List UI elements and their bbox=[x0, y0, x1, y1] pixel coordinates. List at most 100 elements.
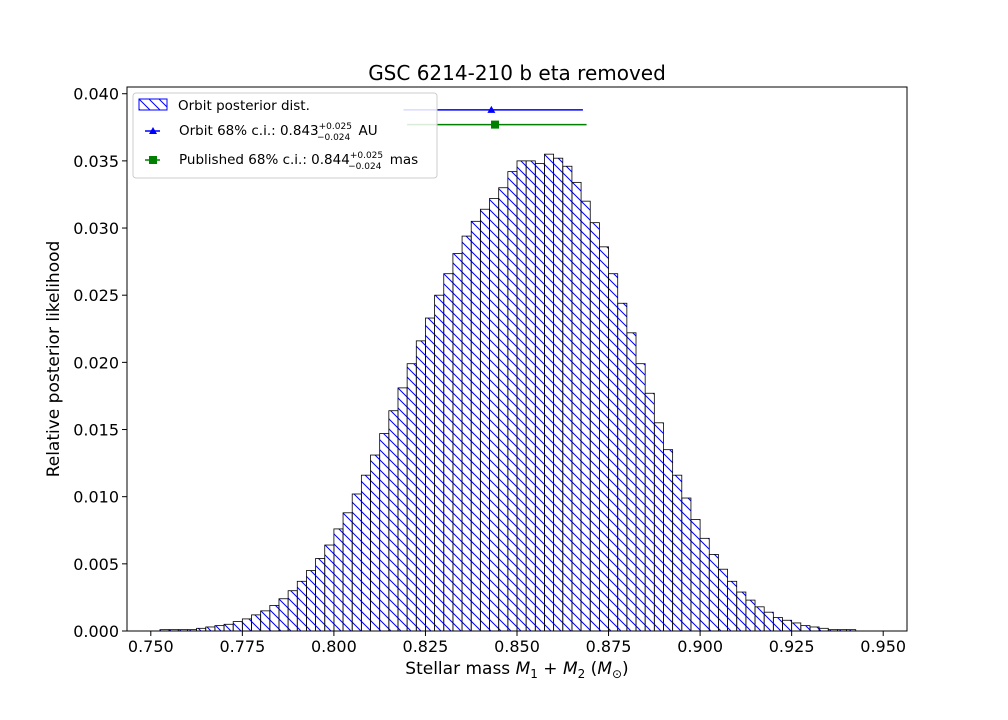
histogram-bar bbox=[791, 622, 802, 631]
histogram-bar bbox=[745, 599, 756, 631]
legend-label-published: Published 68% c.i.: 0.844+0.025 −0.024 ma… bbox=[179, 151, 418, 172]
y-axis-ticks: 0.000 0.005 0.010 0.015 0.020 0.025 0.030 0.035… bbox=[73, 85, 127, 641]
histogram-bar bbox=[534, 163, 545, 631]
legend: Orbit posterior dist. Orbit 68% c.i.: 0.… bbox=[132, 92, 438, 179]
histogram-bar bbox=[846, 629, 857, 631]
histogram-bar bbox=[489, 198, 500, 631]
square-marker-icon bbox=[149, 156, 157, 164]
histogram-bar bbox=[736, 591, 747, 631]
histogram-bar bbox=[406, 363, 417, 631]
histogram-bar bbox=[498, 187, 509, 631]
y-tick-label: 0.015 bbox=[73, 421, 119, 440]
legend-frame bbox=[132, 92, 438, 179]
y-tick-label: 0.020 bbox=[73, 353, 119, 372]
x-tick-label: 0.850 bbox=[494, 637, 540, 656]
histogram-bar bbox=[370, 454, 381, 631]
histogram-bar bbox=[681, 497, 692, 631]
y-tick-label: 0.040 bbox=[73, 85, 119, 104]
histogram-bar bbox=[507, 171, 518, 631]
histogram-bar bbox=[251, 614, 262, 631]
histogram-bar bbox=[644, 392, 655, 631]
histogram-bar bbox=[617, 302, 628, 631]
histogram-bar bbox=[287, 590, 298, 631]
histogram-bar bbox=[296, 580, 307, 631]
histogram-bar bbox=[571, 181, 582, 631]
histogram-bar bbox=[525, 160, 536, 631]
histogram-bar bbox=[379, 433, 390, 631]
legend-label-posterior: Orbit posterior dist. bbox=[178, 98, 310, 114]
y-tick-label: 0.035 bbox=[73, 152, 119, 171]
histogram-bar bbox=[397, 387, 408, 631]
x-axis-label: Stellar mass M1 + M2 (M⊙) bbox=[405, 659, 628, 681]
histogram-bar bbox=[663, 449, 674, 631]
histogram-bar bbox=[223, 623, 234, 631]
histogram-bar bbox=[653, 422, 664, 631]
histogram-bar bbox=[608, 273, 619, 631]
chart-title: GSC 6214-210 b eta removed bbox=[368, 61, 666, 85]
histogram-bar bbox=[754, 606, 765, 631]
histogram-bar bbox=[214, 625, 225, 631]
histogram-bar bbox=[544, 153, 555, 631]
histogram-bar bbox=[470, 220, 481, 631]
x-tick-label: 0.775 bbox=[219, 637, 265, 656]
triangle-marker-icon bbox=[149, 127, 157, 134]
histogram-bar bbox=[708, 554, 719, 631]
histogram-bar bbox=[598, 246, 609, 631]
histogram-bar bbox=[626, 332, 637, 631]
histogram-bar bbox=[260, 610, 271, 631]
histogram-bar bbox=[727, 580, 738, 631]
histogram-bar bbox=[434, 294, 445, 631]
x-tick-label: 0.750 bbox=[128, 637, 174, 656]
histogram-bars bbox=[159, 153, 857, 631]
histogram-bar bbox=[772, 617, 783, 631]
errorbar-triangle-marker bbox=[487, 105, 496, 113]
histogram-bar bbox=[580, 200, 591, 631]
histogram-bar bbox=[443, 273, 454, 631]
histogram-bar bbox=[782, 619, 793, 631]
histogram-bar bbox=[415, 340, 426, 631]
histogram-bar bbox=[315, 558, 326, 631]
histogram-bar bbox=[690, 519, 701, 631]
histogram-bar bbox=[241, 618, 252, 631]
histogram-bar bbox=[672, 474, 683, 631]
x-tick-label: 0.900 bbox=[677, 637, 723, 656]
x-tick-label: 0.825 bbox=[403, 637, 449, 656]
x-tick-label: 0.800 bbox=[311, 637, 357, 656]
histogram-bar bbox=[306, 570, 316, 631]
errorbar-square-marker bbox=[491, 120, 500, 129]
histogram-bar bbox=[324, 544, 335, 631]
y-tick-label: 0.030 bbox=[73, 219, 119, 238]
histogram-bar bbox=[452, 253, 463, 631]
y-tick-label: 0.025 bbox=[73, 286, 119, 305]
histogram-bar bbox=[718, 568, 728, 631]
histogram-bar bbox=[205, 626, 216, 631]
histogram-bar bbox=[589, 222, 600, 631]
x-tick-label: 0.925 bbox=[769, 637, 815, 656]
legend-hist-swatch bbox=[138, 98, 168, 111]
y-tick-label: 0.010 bbox=[73, 488, 119, 507]
x-tick-label: 0.875 bbox=[586, 637, 632, 656]
histogram-bar bbox=[553, 157, 564, 631]
histogram-bar bbox=[351, 493, 362, 631]
histogram-bar bbox=[360, 474, 371, 631]
histogram-bar bbox=[342, 512, 353, 631]
histogram-bar bbox=[232, 621, 243, 631]
histogram-bar bbox=[809, 626, 820, 631]
legend-label-orbit: Orbit 68% c.i.: 0.843+0.025 −0.024 AU bbox=[179, 122, 378, 143]
histogram-bar bbox=[800, 625, 811, 631]
histogram-bar bbox=[516, 160, 527, 631]
histogram-bar bbox=[763, 611, 774, 631]
histogram-bar bbox=[269, 605, 280, 631]
histogram-bar bbox=[699, 537, 710, 631]
y-tick-label: 0.005 bbox=[73, 555, 119, 574]
x-axis-ticks: 0.750 0.775 0.800 0.825 0.850 0.875 0.900 0.925… bbox=[128, 631, 906, 656]
y-tick-label: 0.000 bbox=[73, 622, 119, 641]
histogram-bar bbox=[333, 528, 344, 631]
histogram-bar bbox=[388, 410, 399, 631]
x-tick-label: 0.950 bbox=[860, 637, 906, 656]
histogram-bar bbox=[461, 235, 472, 631]
histogram-bar bbox=[278, 598, 289, 631]
histogram-bar bbox=[635, 363, 646, 631]
histogram-bar bbox=[479, 208, 490, 631]
